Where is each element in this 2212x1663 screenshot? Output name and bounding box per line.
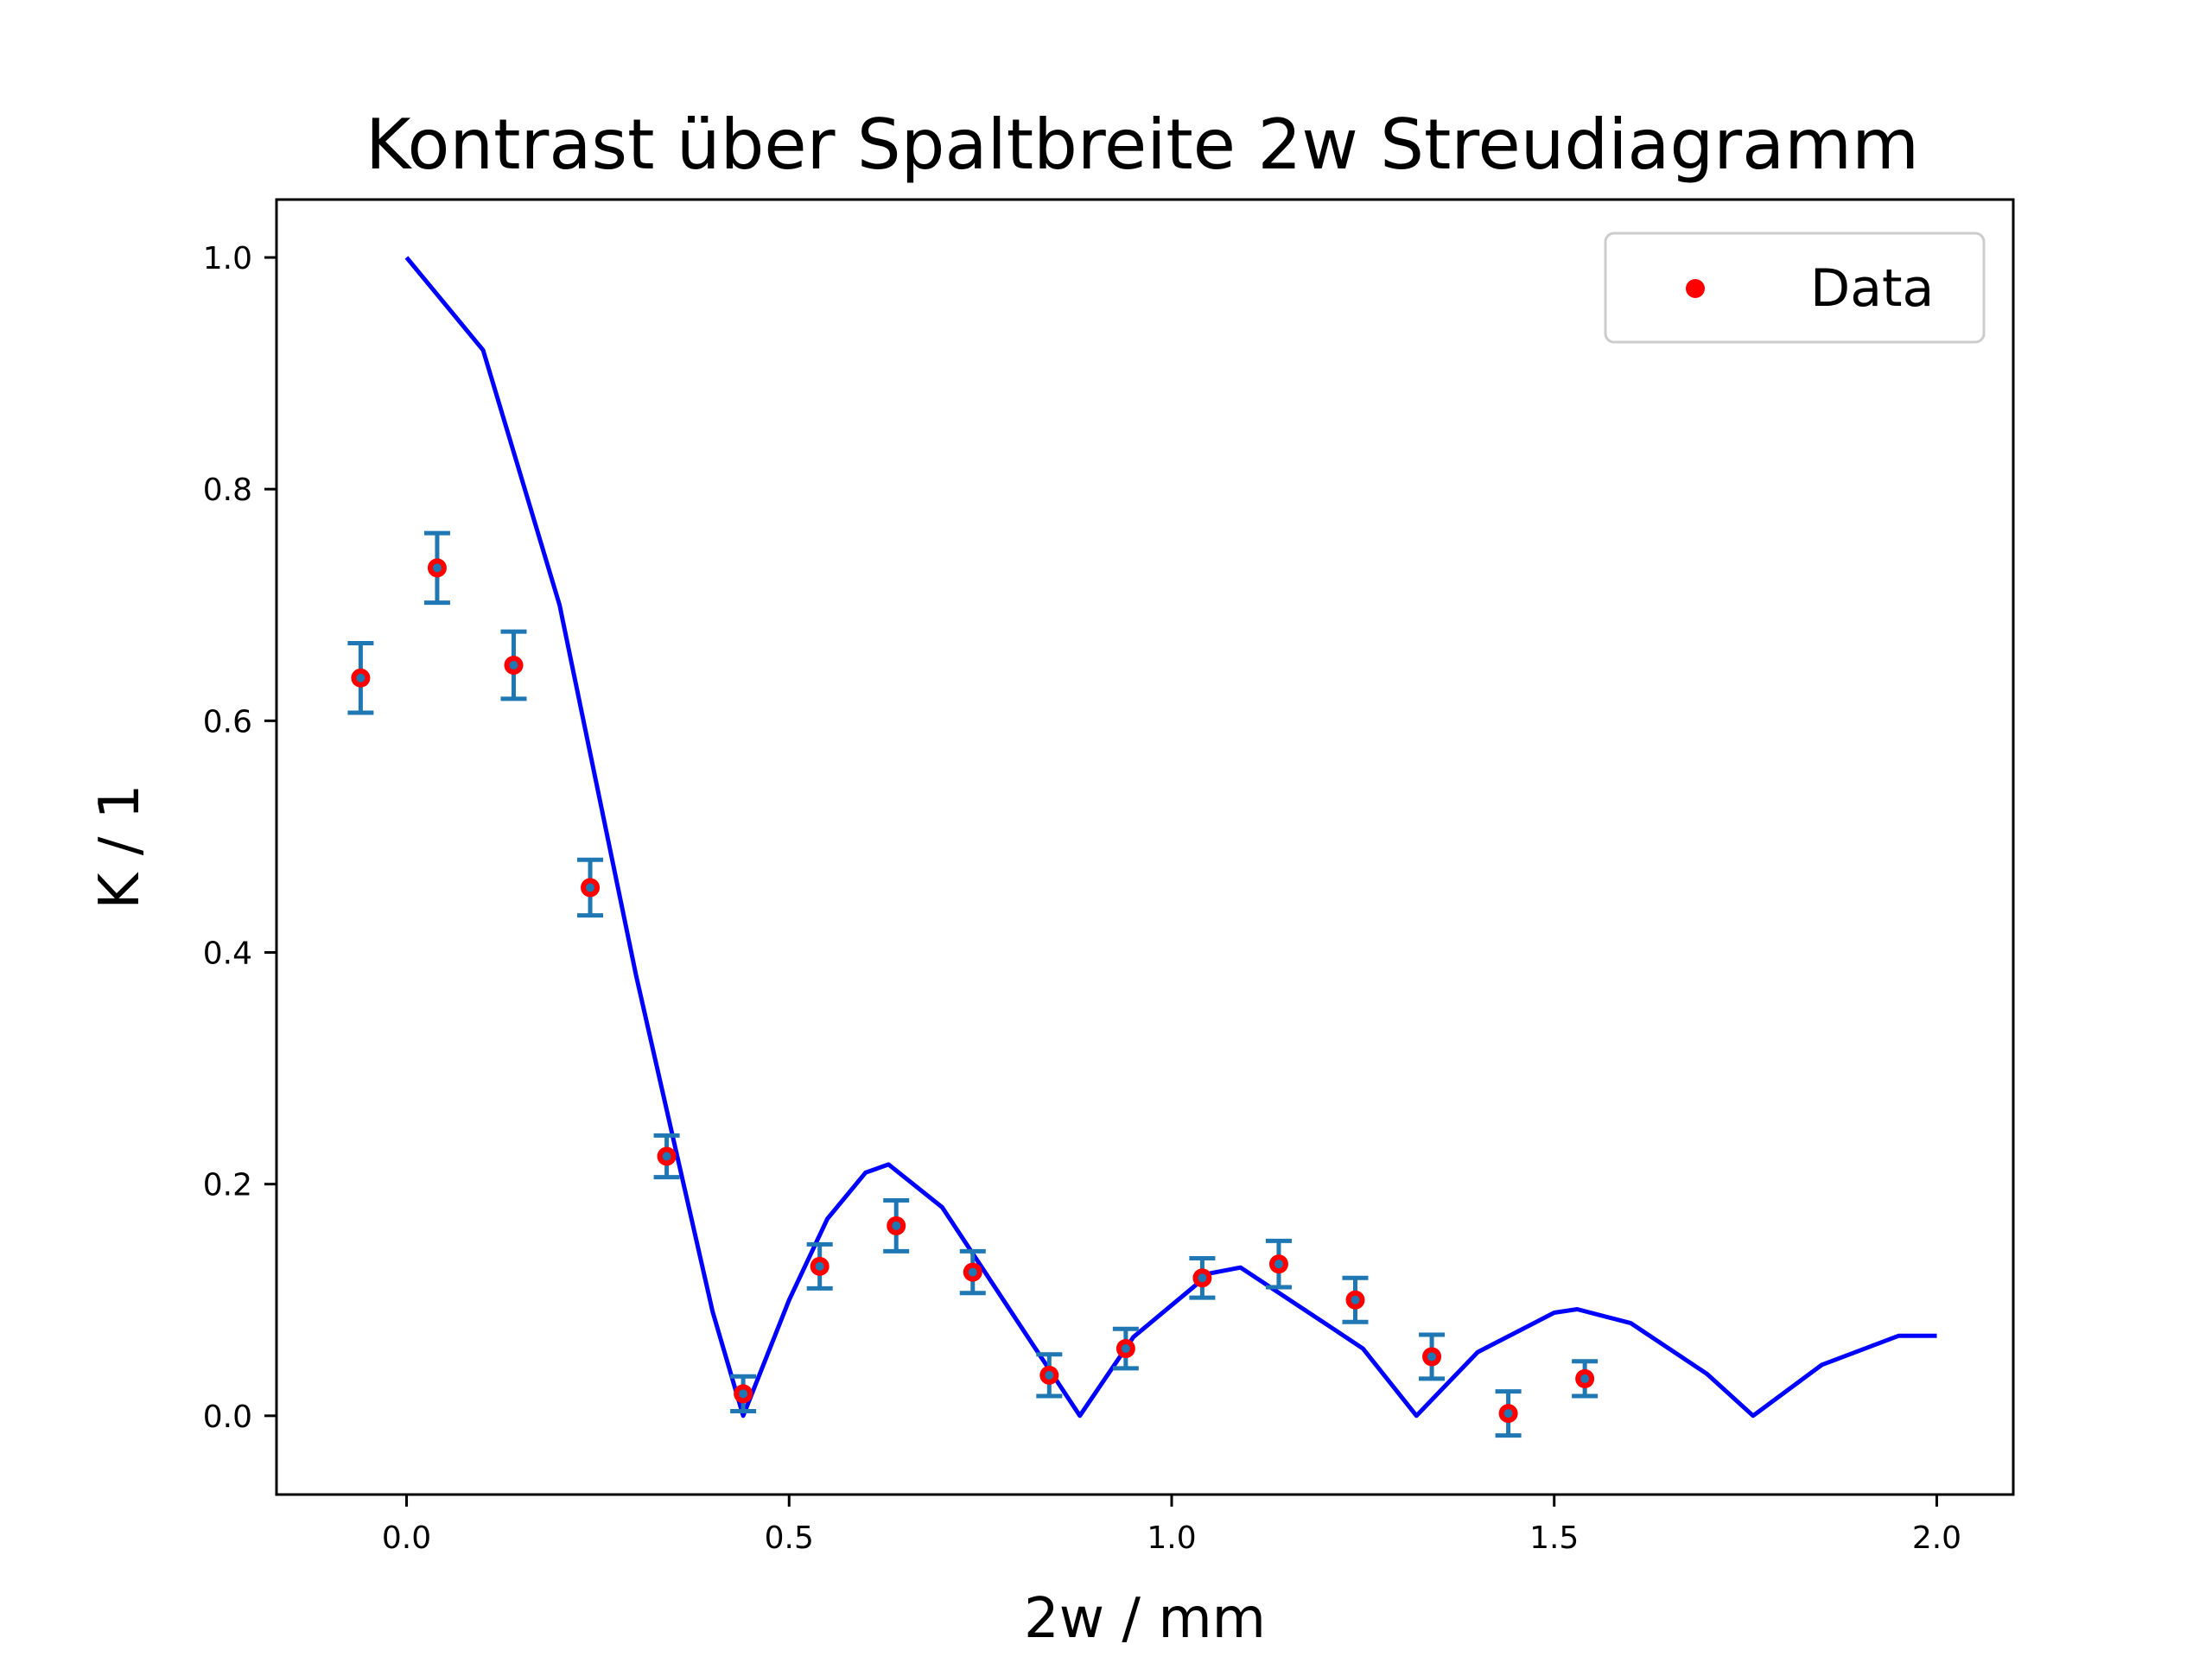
axes-frame: [275, 198, 2015, 1496]
y-tick-label: 0.2: [203, 1168, 252, 1203]
data-point-center: [739, 1389, 748, 1399]
legend-box: [1604, 232, 1986, 344]
data-point-center: [968, 1267, 977, 1277]
plot-area: [347, 256, 1937, 1438]
data-point-center: [1427, 1352, 1437, 1362]
data-point-center: [1045, 1370, 1054, 1380]
data-point-center: [1121, 1344, 1130, 1354]
data-point-center: [815, 1261, 824, 1271]
data-point-center: [1274, 1260, 1283, 1269]
legend: Data: [1604, 232, 1986, 344]
x-axis-label: 2w / mm: [1024, 1587, 1266, 1651]
data-point-center: [432, 563, 442, 573]
legend-label-data: Data: [1810, 258, 1934, 319]
data-point-center: [509, 660, 518, 670]
data-point-center: [662, 1152, 671, 1161]
data-point-center: [356, 673, 365, 682]
y-tick-label: 1.0: [203, 241, 252, 276]
fit-curve-line: [404, 256, 1937, 1419]
chart-title: Kontrast über Spaltbreite 2w Streudiagra…: [365, 105, 1919, 185]
y-tick-label: 0.8: [203, 473, 252, 508]
data-point-center: [1580, 1374, 1590, 1383]
x-tick-label: 1.5: [1529, 1520, 1579, 1556]
data-point-center: [1198, 1273, 1207, 1283]
data-point-center: [1503, 1409, 1513, 1419]
y-tick-label: 0.4: [203, 936, 252, 972]
x-tick-label: 0.5: [765, 1520, 814, 1556]
legend-marker-data: [1686, 279, 1705, 298]
x-tick-label: 2.0: [1912, 1520, 1961, 1556]
y-axis: 0.0 0.2 0.4 0.6 0.8 1.0: [203, 241, 276, 1435]
x-tick-label: 0.0: [382, 1520, 431, 1556]
y-tick-label: 0.6: [203, 704, 252, 739]
x-axis: 0.0 0.5 1.0 1.5 2.0: [382, 1495, 1961, 1556]
y-axis-label: K / 1: [88, 784, 152, 910]
data-point-center: [1351, 1295, 1360, 1304]
y-tick-label: 0.0: [203, 1400, 252, 1435]
data-point-center: [892, 1221, 901, 1230]
data-point-center: [586, 883, 595, 892]
x-tick-label: 1.0: [1147, 1520, 1196, 1556]
